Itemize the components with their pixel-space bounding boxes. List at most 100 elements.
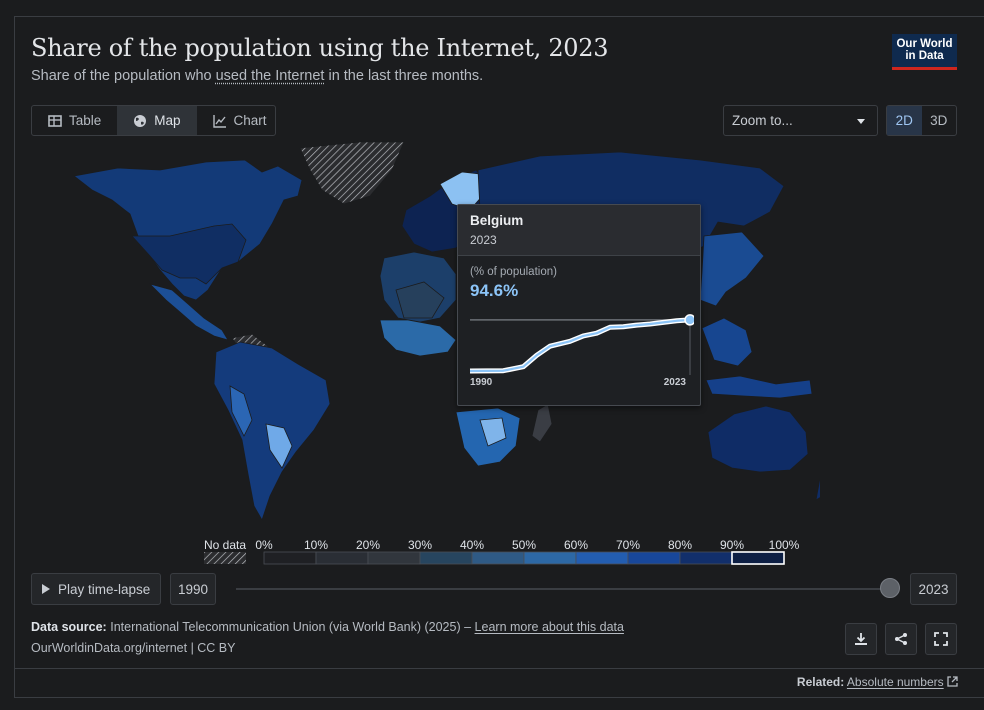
line-chart-icon: [212, 114, 226, 128]
legend-bin[interactable]: [679, 551, 733, 565]
region-southern-africa-light[interactable]: [479, 417, 507, 447]
region-north-africa-dark[interactable]: [395, 281, 445, 319]
source-text: International Telecommunication Union (v…: [110, 620, 472, 634]
sparkline-end-label: 2023: [663, 377, 686, 388]
logo-line: in Data: [905, 50, 944, 62]
owid-logo[interactable]: Our World in Data: [892, 34, 957, 70]
tooltip-value: 94.6%: [470, 281, 519, 300]
globe-icon: [134, 114, 147, 127]
legend-tick-label: 90%: [720, 538, 744, 552]
download-icon: [855, 633, 867, 645]
tooltip-entity: Belgium: [470, 213, 524, 228]
play-timelapse-button[interactable]: Play time-lapse: [31, 573, 161, 605]
download-button[interactable]: [845, 623, 877, 655]
learn-more-link[interactable]: Learn more about this data: [474, 620, 624, 634]
legend-bin[interactable]: [471, 551, 525, 565]
legend-tick-label: 100%: [769, 538, 800, 552]
toggle-3d[interactable]: 3D: [930, 113, 948, 128]
region-new-zealand[interactable]: [815, 474, 820, 501]
region-east-asia[interactable]: [699, 231, 765, 307]
tab-table[interactable]: Table: [32, 106, 117, 135]
play-icon: [42, 584, 50, 594]
tab-label: Chart: [233, 113, 267, 128]
legend-bin[interactable]: [627, 551, 681, 565]
page-title: Share of the population using the Intern…: [31, 34, 609, 62]
tooltip-year: 2023: [470, 233, 497, 247]
region-mexico-central-america[interactable]: [148, 283, 229, 341]
sparkline-halo: [469, 317, 691, 374]
legend-bin[interactable]: [575, 551, 629, 565]
divider: [14, 668, 984, 669]
tab-chart[interactable]: Chart: [197, 106, 283, 135]
legend-bin[interactable]: [419, 551, 473, 565]
related-label: Related:: [796, 675, 845, 689]
region-usa[interactable]: [131, 223, 247, 285]
timeline-end-year[interactable]: 2023: [910, 573, 957, 605]
view-tabs: Table Map Chart: [31, 105, 276, 136]
share-icon: [895, 633, 907, 645]
region-australia[interactable]: [707, 405, 809, 473]
external-link-icon: [947, 676, 958, 687]
tooltip-sparkline: [469, 314, 694, 375]
tab-label: Table: [69, 113, 102, 128]
tab-label: Map: [154, 113, 181, 128]
timeline-start-year[interactable]: 1990: [170, 573, 216, 605]
expand-icon: [934, 632, 948, 646]
subtitle-text: Share of the population who: [31, 68, 216, 84]
legend-tick-label: 60%: [564, 538, 588, 552]
tooltip-header: Belgium 2023: [458, 205, 700, 256]
legend-bin[interactable]: [367, 551, 421, 565]
legend-tick-label: 50%: [512, 538, 536, 552]
legend-tick-label: 30%: [408, 538, 432, 552]
projection-toggle: 2D 3D: [886, 105, 957, 136]
legend-no-data-label: No data: [204, 538, 246, 552]
timeline-handle[interactable]: [880, 578, 900, 598]
world-map[interactable]: [60, 140, 820, 530]
data-source: Data source: International Telecommunica…: [31, 620, 624, 634]
region-southeast-asia[interactable]: [701, 317, 753, 367]
related-link[interactable]: Absolute numbers: [846, 675, 944, 689]
toggle-2d[interactable]: 2D: [887, 106, 922, 135]
related-links: Related: Absolute numbers: [797, 675, 958, 689]
legend-tick-label: 0%: [255, 538, 273, 552]
subtitle-text: in the last three months.: [324, 68, 484, 84]
logo-line: Our World: [896, 38, 953, 50]
map-tooltip: Belgium 2023 (% of population) 94.6% 199…: [457, 204, 701, 406]
region-indonesia[interactable]: [705, 375, 813, 399]
divider: [14, 668, 15, 698]
source-url[interactable]: OurWorldinData.org/internet | CC BY: [31, 641, 236, 655]
legend-bin[interactable]: [263, 551, 317, 565]
region-madagascar[interactable]: [531, 403, 553, 443]
share-button[interactable]: [885, 623, 917, 655]
region-andes-light[interactable]: [229, 385, 253, 437]
tab-map[interactable]: Map: [117, 106, 197, 135]
subtitle-link[interactable]: used the Internet: [215, 68, 325, 84]
sparkline-start-label: 1990: [470, 377, 493, 388]
legend-tick-label: 20%: [356, 538, 380, 552]
legend-no-data-swatch: [204, 552, 246, 564]
chevron-down-icon: [857, 119, 865, 124]
legend-bin[interactable]: [731, 551, 785, 565]
legend-bin[interactable]: [315, 551, 369, 565]
tooltip-unit: (% of population): [470, 266, 557, 278]
divider: [14, 697, 984, 698]
legend-tick-label: 10%: [304, 538, 328, 552]
legend-tick-label: 40%: [460, 538, 484, 552]
region-north-america[interactable]: [73, 159, 303, 301]
source-label: Data source:: [31, 620, 107, 634]
sparkline-end-point: [684, 314, 694, 326]
fullscreen-button[interactable]: [925, 623, 957, 655]
timeline-track[interactable]: [236, 588, 890, 590]
legend-tick-label: 80%: [668, 538, 692, 552]
map-legend: No data 0% 10% 20% 30% 40% 50% 60% 70% 80% 90% 100%: [204, 538, 800, 565]
legend-tick-label: 70%: [616, 538, 640, 552]
legend-bin[interactable]: [523, 551, 577, 565]
region-west-africa[interactable]: [379, 319, 457, 357]
table-icon: [48, 114, 62, 127]
zoom-select[interactable]: Zoom to...: [723, 105, 878, 136]
region-bolivia-paraguay[interactable]: [265, 423, 293, 469]
play-label: Play time-lapse: [58, 581, 151, 597]
sparkline-line: [469, 318, 691, 373]
region-greenland[interactable]: [299, 141, 405, 205]
zoom-label: Zoom to...: [732, 113, 793, 128]
